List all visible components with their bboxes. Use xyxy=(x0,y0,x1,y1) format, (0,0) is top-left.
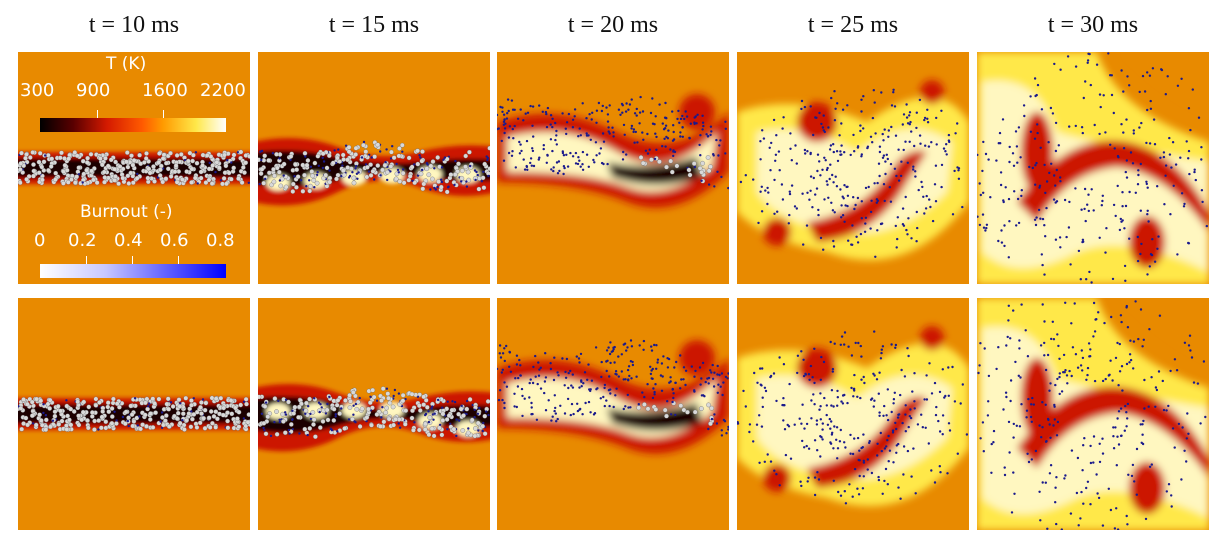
time-label: t = 30 ms xyxy=(1047,12,1139,38)
field-image xyxy=(258,52,490,284)
column-title-t25: t = 25 ms xyxy=(737,12,969,39)
column-title-t10: t = 10 ms xyxy=(18,12,250,39)
panel-top-t25 xyxy=(737,52,969,284)
field-image xyxy=(18,298,250,530)
panel-bottom-t25 xyxy=(737,298,969,530)
field-image xyxy=(977,52,1209,284)
time-label: t = 15 ms xyxy=(328,12,420,38)
field-image xyxy=(258,298,490,530)
time-label: t = 10 ms xyxy=(88,12,180,38)
panel-top-t15 xyxy=(258,52,490,284)
field-image xyxy=(737,52,969,284)
panel-top-t30 xyxy=(977,52,1209,284)
field-image xyxy=(497,52,729,284)
panel-top-t10 xyxy=(18,52,250,284)
panel-bottom-t10 xyxy=(18,298,250,530)
panel-bottom-t15 xyxy=(258,298,490,530)
panel-top-t20 xyxy=(497,52,729,284)
time-label: t = 25 ms xyxy=(807,12,899,38)
time-label: t = 20 ms xyxy=(567,12,659,38)
panel-bottom-t30 xyxy=(977,298,1209,530)
field-image xyxy=(497,298,729,530)
panel-bottom-t20 xyxy=(497,298,729,530)
column-title-t30: t = 30 ms xyxy=(977,12,1209,39)
field-image xyxy=(737,298,969,530)
field-image xyxy=(977,298,1209,530)
field-image xyxy=(18,52,250,284)
column-title-t15: t = 15 ms xyxy=(258,12,490,39)
column-title-t20: t = 20 ms xyxy=(497,12,729,39)
